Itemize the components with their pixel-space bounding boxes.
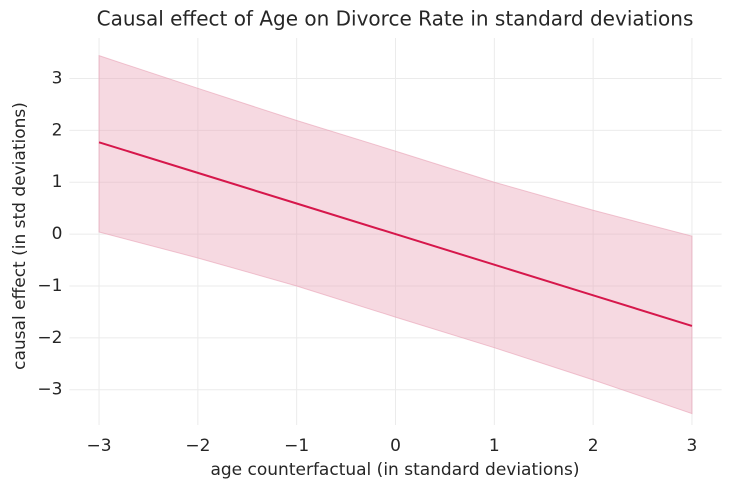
- y-tick-label: −1: [37, 276, 62, 296]
- x-tick-label: 0: [390, 436, 401, 456]
- x-tick-label: −1: [284, 436, 309, 456]
- y-tick-label: 2: [52, 120, 63, 140]
- line: [98, 141, 693, 327]
- x-tick-label: 3: [687, 436, 698, 456]
- chart-title: Causal effect of Age on Divorce Rate in …: [97, 7, 694, 31]
- y-axis-label: causal effect (in std deviations): [10, 102, 30, 370]
- y-tick-label: −3: [37, 380, 62, 400]
- y-tick-label: 3: [52, 68, 63, 88]
- y-tick-label: −2: [37, 328, 62, 348]
- y-tick-label: 1: [52, 172, 63, 192]
- x-tick-label: 1: [489, 436, 500, 456]
- x-axis-label: age counterfactual (in standard deviatio…: [210, 460, 579, 480]
- y-tick-label: 0: [52, 224, 63, 244]
- x-tick-label: −2: [185, 436, 210, 456]
- x-tick-label: 2: [588, 436, 599, 456]
- x-tick-label: −3: [87, 436, 112, 456]
